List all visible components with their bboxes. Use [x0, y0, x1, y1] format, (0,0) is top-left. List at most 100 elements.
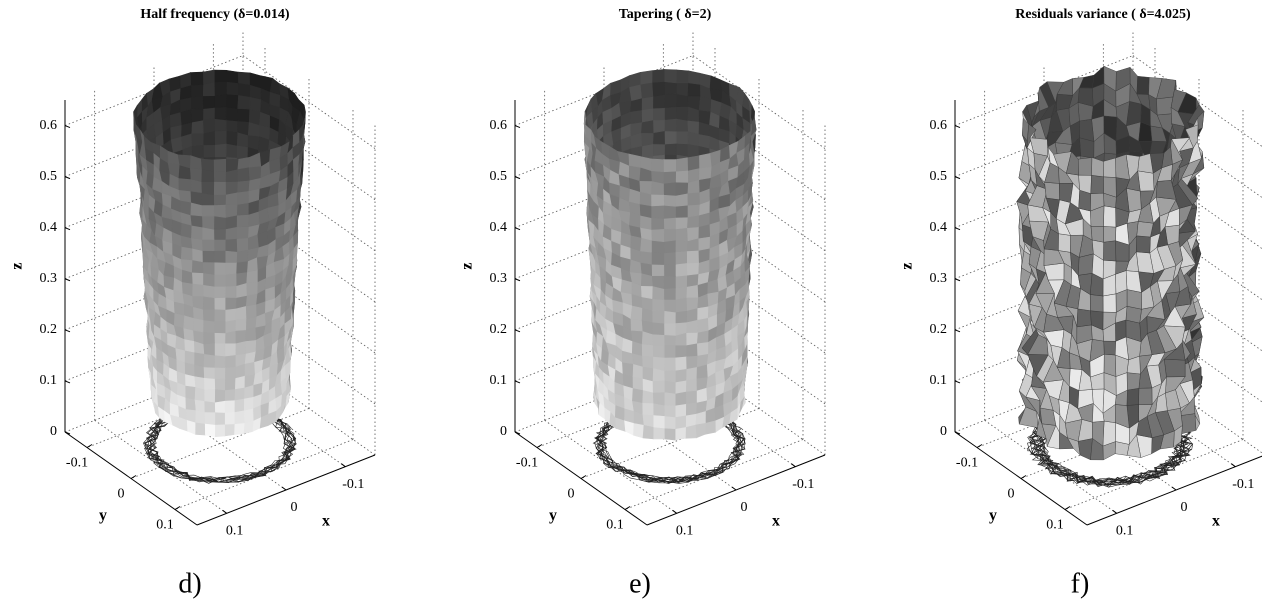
x-tick — [732, 487, 736, 490]
surface-patch — [225, 239, 237, 252]
surface-patch — [652, 229, 664, 242]
surface-patch — [641, 251, 653, 264]
surface-patch — [203, 262, 214, 275]
surface-patch — [664, 229, 676, 242]
surface-patch — [205, 424, 215, 437]
surface-patch — [710, 76, 722, 90]
figure: 00.10.20.30.40.50.6-0.100.1-0.100.1zyxHa… — [0, 0, 1262, 609]
surface-patch — [215, 378, 225, 390]
chart-title: Half frequency (δ=0.014) — [140, 7, 289, 22]
y-tick-label: -0.1 — [956, 456, 978, 471]
surface-patch — [214, 182, 226, 195]
surface-patch — [675, 369, 686, 382]
surface-patch — [237, 167, 249, 181]
surface-patch — [664, 299, 676, 312]
surface-patch — [204, 378, 214, 390]
surface-patch — [1103, 294, 1116, 313]
surface-patch — [651, 171, 663, 184]
surface-patch — [664, 205, 676, 218]
surface-patch — [1045, 182, 1060, 200]
z-tick-label: 0.1 — [490, 373, 508, 388]
surface-patch — [214, 70, 226, 82]
surface-patch — [185, 350, 195, 364]
surface-patch — [203, 296, 214, 309]
surface-patch — [664, 311, 676, 324]
surface-patch — [643, 414, 654, 427]
surface-patch — [697, 342, 708, 356]
surface — [584, 69, 756, 440]
surface-patch — [664, 357, 675, 370]
surface-patch — [237, 157, 250, 169]
surface-patch — [193, 284, 204, 297]
surface-patch — [664, 218, 676, 230]
surface-patch — [698, 237, 710, 251]
surface-patch — [234, 423, 244, 435]
z-axis-label: z — [459, 262, 476, 269]
z-tick-label: 0.3 — [930, 271, 948, 286]
surface-patch — [234, 387, 244, 400]
surface-patch — [687, 250, 699, 263]
z-tick-label: 0.4 — [40, 220, 58, 235]
surface-patch — [225, 378, 235, 390]
surface-patch — [244, 408, 254, 423]
surface-patch — [653, 94, 665, 108]
subplot: 00.10.20.30.40.50.6-0.100.1-0.100.1zyxRe… — [899, 7, 1262, 599]
surface-patch — [179, 178, 191, 191]
surface-patch — [1127, 373, 1140, 391]
surface-patch — [652, 218, 664, 230]
surface-patch — [652, 69, 664, 82]
y-tick — [175, 507, 180, 510]
surface-patch — [653, 322, 664, 335]
surface-patch — [205, 401, 215, 412]
surface-patch — [640, 71, 652, 85]
surface-patch — [214, 195, 226, 205]
surface-patch — [238, 72, 250, 85]
z-tick-label: 0.2 — [40, 322, 58, 337]
surface-patch — [214, 119, 226, 131]
z-tick-label: 0.4 — [490, 220, 508, 235]
surface-patch — [191, 133, 203, 146]
surface-patch — [652, 82, 664, 97]
surface-patch — [191, 191, 202, 205]
surface-patch — [664, 380, 675, 393]
z-tick — [65, 330, 70, 332]
surface-patch — [695, 423, 705, 438]
surface-patch — [193, 296, 204, 309]
surface-patch — [215, 131, 227, 145]
z-tick-label: 0.1 — [40, 373, 58, 388]
surface-patch — [192, 272, 203, 284]
surface-patch — [664, 345, 675, 357]
surface-patch — [246, 304, 257, 318]
surface-patch — [196, 422, 206, 435]
x-tick-label: -0.1 — [342, 477, 364, 492]
z-tick — [515, 279, 520, 281]
surface-patch — [642, 96, 653, 110]
surface-patch — [215, 412, 225, 425]
surface-patch — [631, 319, 643, 331]
surface-patch — [202, 182, 214, 195]
surface-patch — [664, 171, 676, 183]
z-tick-label: 0 — [940, 424, 947, 439]
surface-patch — [246, 282, 257, 296]
surface-patch — [248, 135, 260, 150]
surface-patch — [1077, 309, 1092, 327]
z-tick — [955, 228, 960, 230]
surface-patch — [632, 388, 643, 403]
surface-patch — [664, 195, 676, 207]
surface-patch — [225, 204, 237, 217]
z-tick — [65, 228, 70, 230]
surface-patch — [225, 251, 237, 263]
surface-patch — [664, 240, 676, 253]
z-tick-label: 0.6 — [490, 118, 508, 133]
z-tick-label: 0.2 — [930, 322, 948, 337]
z-tick-label: 0.3 — [490, 271, 508, 286]
panel-label: f) — [1071, 568, 1090, 599]
z-tick-label: 0.6 — [40, 118, 58, 133]
surface-patch — [214, 297, 225, 309]
surface-patch — [225, 343, 236, 356]
surface-patch — [1138, 171, 1154, 191]
surface-patch — [236, 238, 247, 252]
surface-patch — [664, 252, 676, 265]
surface-patch — [1139, 388, 1153, 405]
surface-patch — [225, 367, 236, 379]
